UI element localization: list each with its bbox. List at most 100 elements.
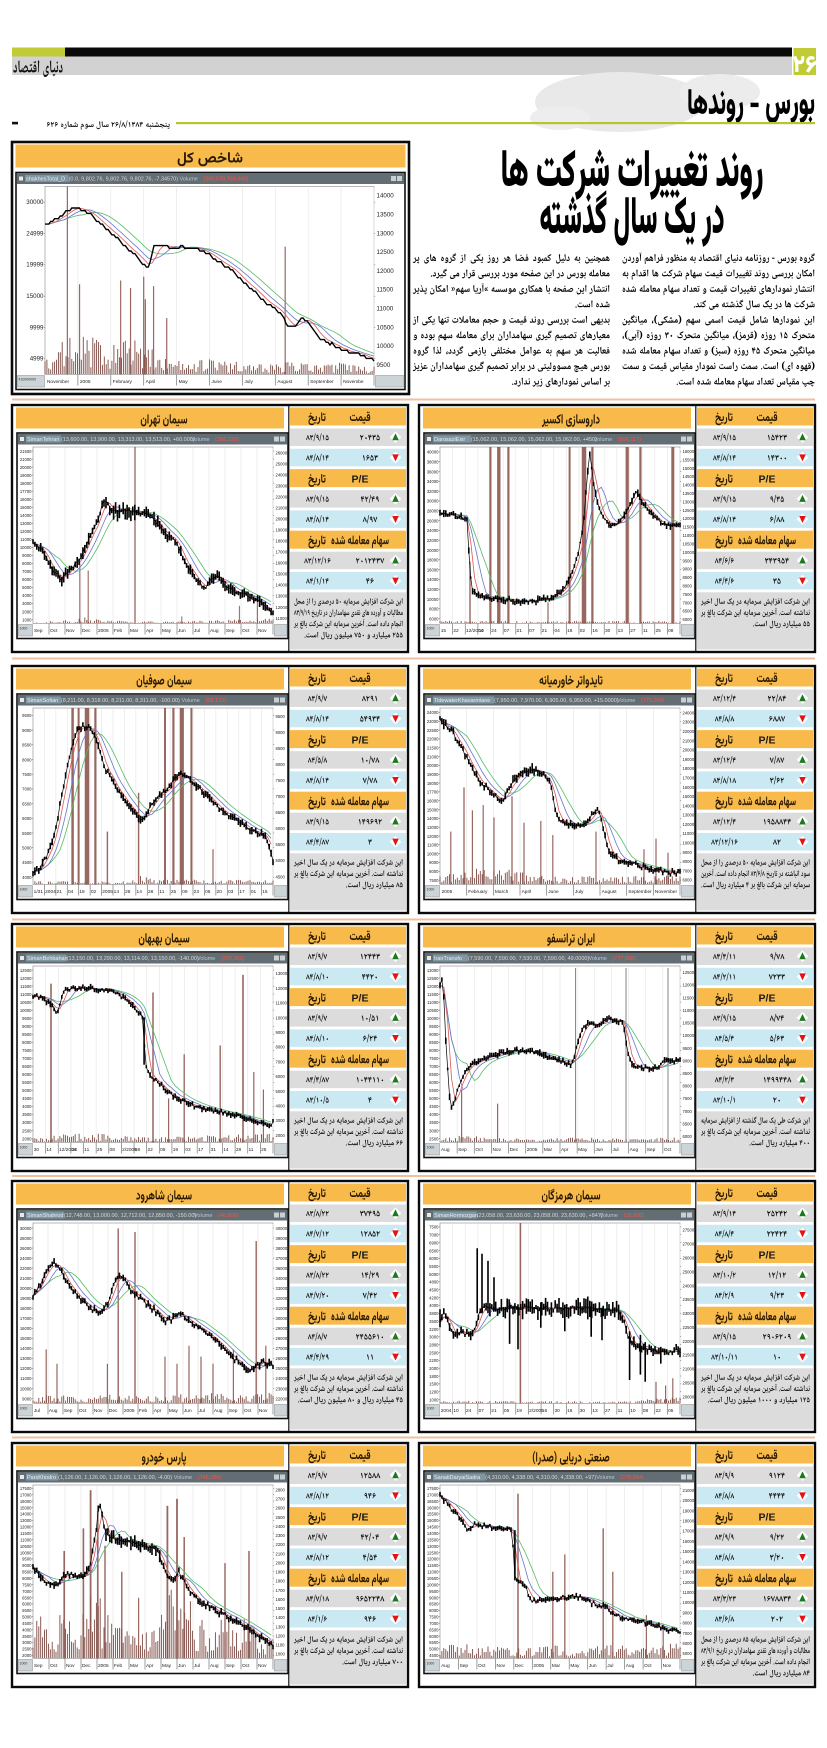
- svg-text:15000: 15000: [427, 1518, 439, 1523]
- svg-text:21000: 21000: [20, 1276, 32, 1281]
- svg-text:(0.0, 9,802.76, 9,802.76, 9,80: (0.0, 9,802.76, 9,802.76, 9,802.76, -7.3…: [69, 177, 179, 183]
- svg-text:Jul: Jul: [194, 628, 200, 634]
- svg-text:8000: 8000: [22, 561, 32, 566]
- svg-text:24000: 24000: [683, 1283, 695, 1288]
- svg-text:19000: 19000: [683, 1508, 695, 1513]
- svg-text:6000: 6000: [22, 1602, 32, 1607]
- svg-text:May: May: [570, 1663, 580, 1669]
- svg-text:3500: 3500: [429, 1120, 439, 1125]
- svg-text:Sep: Sep: [229, 1408, 238, 1414]
- svg-text:9000: 9000: [22, 1024, 32, 1029]
- svg-text:(7,590.00, 7,590.00, 7,530.00,: (7,590.00, 7,590.00, 7,530.00, 7,590.00,…: [468, 956, 590, 962]
- svg-text:3500: 3500: [429, 1319, 439, 1324]
- svg-text:6000: 6000: [22, 577, 32, 582]
- svg-text:10500: 10500: [683, 1021, 695, 1026]
- svg-text:04: 04: [554, 628, 560, 634]
- svg-text:28000: 28000: [276, 1336, 288, 1341]
- svg-text:09: 09: [182, 889, 188, 895]
- svg-text:4000: 4000: [22, 593, 32, 598]
- svg-text:Oct: Oct: [242, 628, 250, 634]
- svg-text:13000: 13000: [427, 968, 439, 973]
- svg-text:9500: 9500: [683, 1046, 693, 1051]
- svg-text:20000: 20000: [427, 548, 439, 553]
- svg-text:7000: 7000: [22, 569, 32, 574]
- svg-text:6000: 6000: [429, 1256, 439, 1261]
- svg-text:Nov: Nov: [496, 1663, 505, 1669]
- svg-text:38000: 38000: [276, 1246, 288, 1251]
- svg-text:11500: 11500: [683, 995, 695, 1000]
- svg-text:September: September: [628, 889, 652, 895]
- svg-text:2005: 2005: [527, 1147, 538, 1153]
- svg-text:15000: 15000: [20, 505, 32, 510]
- svg-text:4500: 4500: [22, 1621, 32, 1626]
- svg-text:7500: 7500: [683, 1096, 693, 1101]
- svg-text:10: 10: [630, 1408, 636, 1414]
- svg-text:12500: 12500: [427, 976, 439, 981]
- svg-text:2600: 2600: [276, 1506, 286, 1511]
- svg-text:8000: 8000: [683, 1084, 693, 1089]
- svg-text:21000: 21000: [683, 1367, 695, 1372]
- svg-text:2300: 2300: [276, 1533, 286, 1538]
- svg-text:8500: 8500: [683, 575, 693, 580]
- svg-text:12000: 12000: [377, 268, 395, 275]
- svg-text:17: 17: [198, 1147, 204, 1153]
- svg-text:21: 21: [491, 1408, 497, 1414]
- svg-text:9500: 9500: [377, 362, 391, 369]
- svg-text:23000: 23000: [276, 483, 288, 488]
- svg-text:11000: 11000: [20, 992, 32, 997]
- svg-text:(15,000): (15,000): [624, 1213, 645, 1219]
- svg-text:Mar: Mar: [544, 1147, 553, 1153]
- svg-text:2005: 2005: [102, 889, 113, 895]
- svg-text:26000: 26000: [276, 1356, 288, 1361]
- svg-text:22: 22: [453, 628, 459, 634]
- svg-text:10000: 10000: [683, 550, 695, 555]
- svg-text:11500: 11500: [427, 1563, 439, 1568]
- svg-text:2005: 2005: [442, 889, 453, 895]
- svg-text:24: 24: [466, 1408, 472, 1414]
- svg-text:12000: 12000: [683, 1580, 695, 1585]
- svg-text:18: 18: [79, 889, 85, 895]
- svg-text:9000: 9000: [683, 1610, 693, 1615]
- svg-text:Volume: Volume: [181, 698, 199, 704]
- svg-text:9000: 9000: [683, 567, 693, 572]
- svg-text:16000: 16000: [20, 1499, 32, 1504]
- svg-text:2005: 2005: [124, 1408, 135, 1414]
- svg-text:Jul: Jul: [612, 1147, 618, 1153]
- svg-text:29000: 29000: [276, 1326, 288, 1331]
- svg-text:March: March: [495, 889, 509, 895]
- svg-text:16000: 16000: [427, 567, 439, 572]
- svg-text:1000: 1000: [427, 627, 435, 631]
- svg-text:3500: 3500: [22, 1112, 32, 1117]
- svg-text:2005: 2005: [533, 1663, 544, 1669]
- svg-text:9500: 9500: [429, 1024, 439, 1029]
- svg-text:25: 25: [655, 628, 661, 634]
- svg-text:Novembe: Novembe: [343, 379, 364, 385]
- svg-text:Oct: Oct: [478, 1663, 486, 1669]
- svg-text:34000: 34000: [427, 479, 439, 484]
- svg-text:2005: 2005: [98, 1663, 109, 1669]
- svg-text:April: April: [146, 379, 156, 385]
- svg-text:1000: 1000: [22, 617, 32, 622]
- svg-text:34000: 34000: [276, 1276, 288, 1281]
- svg-text:08: 08: [110, 1147, 116, 1153]
- svg-text:17700: 17700: [427, 790, 439, 795]
- svg-text:May: May: [162, 628, 172, 634]
- svg-text:(12,748.00, 13,000.00, 12,712.: (12,748.00, 13,000.00, 12,712.00, 12,850…: [64, 1213, 197, 1219]
- svg-text:27000: 27000: [276, 1346, 288, 1351]
- svg-text:13000: 13000: [683, 499, 695, 504]
- svg-text:22000: 22000: [427, 737, 439, 742]
- svg-text:8000: 8000: [22, 757, 32, 762]
- svg-text:18000: 18000: [683, 1519, 695, 1524]
- svg-text:16000: 16000: [427, 798, 439, 803]
- svg-text:Volume: Volume: [594, 437, 612, 443]
- svg-text:Volume: Volume: [180, 177, 198, 183]
- svg-text:4000: 4000: [22, 875, 32, 880]
- svg-text:P/E: P/E: [759, 735, 776, 747]
- svg-text:03: 03: [185, 1147, 191, 1153]
- svg-text:31000: 31000: [276, 1306, 288, 1311]
- svg-text:14000: 14000: [683, 483, 695, 488]
- svg-text:33000: 33000: [276, 1286, 288, 1291]
- svg-text:5500: 5500: [429, 1088, 439, 1093]
- svg-text:February: February: [113, 379, 133, 385]
- svg-text:02: 02: [91, 889, 97, 895]
